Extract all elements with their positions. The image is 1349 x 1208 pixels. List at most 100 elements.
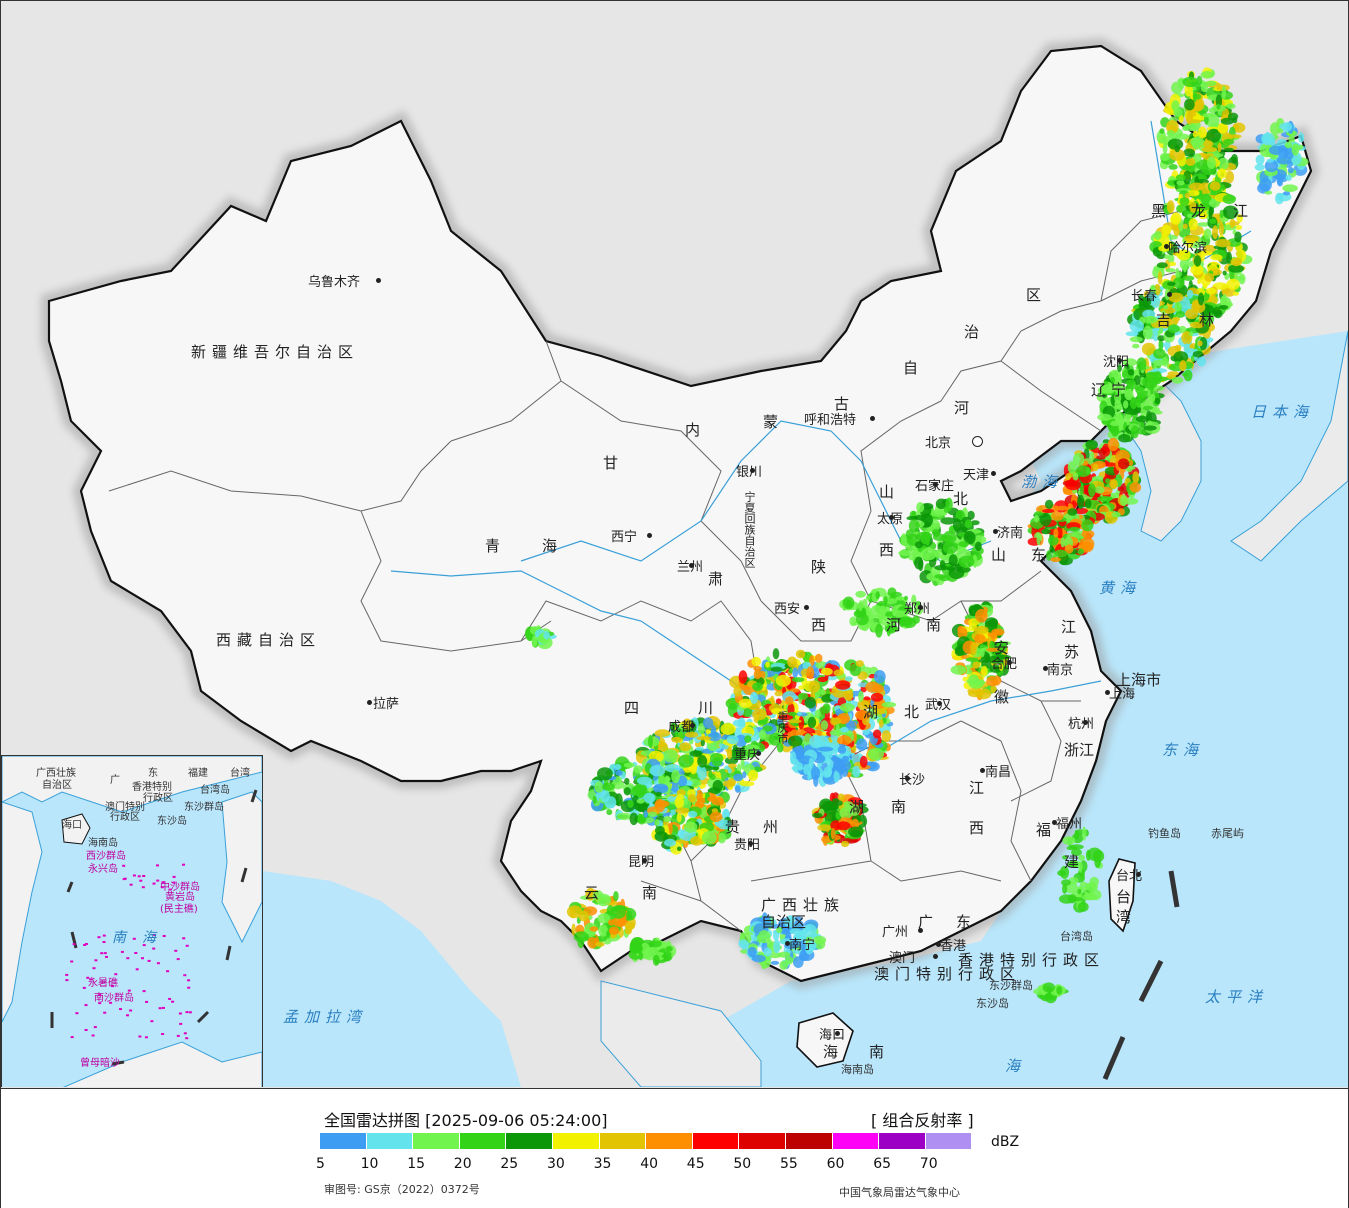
echo-cell [1285,174,1292,181]
echo-cell [578,910,590,922]
echo-cell [751,656,761,667]
echo-cell [975,541,982,552]
region-label: 云 [584,884,600,902]
echo-cell [806,666,815,680]
echo-cell [975,609,988,623]
echo-cell [942,530,957,545]
city-label: 郑州 [904,602,931,617]
echo-cell [1276,128,1284,134]
echo-cell [1105,511,1114,518]
inset-reef [171,1000,175,1003]
inset-label: 行政区 [143,793,173,804]
echo-cell [774,691,783,697]
region-label: 江 [1061,618,1077,636]
echo-cell [1182,125,1189,131]
region-label: 台 [1116,888,1132,906]
province-border [520,600,752,642]
echo-cell [663,749,678,763]
echo-cell [930,509,945,517]
echo-cell [738,670,748,684]
echo-cell [1174,344,1182,351]
echo-cell [855,590,866,598]
echo-cell [1151,393,1156,402]
region-label: 北 [904,703,920,721]
province-border [1100,210,1182,302]
echo-cell [1210,261,1218,266]
echo-cell [831,717,842,725]
echo-cell [1178,114,1184,124]
echo-cell [1205,80,1217,86]
scale-swatch [320,1133,366,1149]
echo-cell [1205,287,1217,295]
inset-label: 台湾 [230,768,250,779]
inset-label: 东沙岛 [157,816,187,827]
radar-echoes [525,67,1309,1004]
city-label: 太原 [877,512,904,527]
inset-reef [65,979,69,982]
inset-reef [126,1014,129,1017]
echo-cell [1218,222,1225,236]
echo-cell [1255,154,1265,165]
inset-label: 自治区 [42,780,72,791]
echo-cell [1184,234,1200,243]
echo-cell [1088,483,1096,497]
echo-cell [1171,376,1184,384]
echo-cell [1254,163,1265,171]
echo-cell [1208,198,1220,208]
city-dot [870,416,875,421]
scale-tick: 45 [686,1156,705,1172]
city-label: 长沙 [899,773,926,788]
region-label: 黑 [1151,202,1167,220]
echo-cell [1172,277,1185,289]
city-label: 杭州 [1068,717,1095,732]
echo-cell [1186,189,1200,197]
echo-cell [1107,437,1119,451]
echo-cell [684,821,698,833]
echo-cell [1202,112,1217,118]
echo-cell [898,550,914,556]
echo-cell [654,800,670,808]
scale-swatch [832,1133,879,1149]
echo-cell [797,711,802,716]
echo-cell [1054,549,1068,558]
echo-cell [1230,257,1243,267]
echo-cell [627,799,634,808]
echo-cell [974,625,989,635]
echo-cell [1287,167,1294,174]
region-label: 西 [879,541,895,559]
scale-tick: 55 [780,1156,798,1172]
echo-cell [592,795,597,804]
scale-tick: 10 [360,1156,379,1172]
inset-reef [141,957,144,960]
city-dot [918,928,923,933]
echo-cell [1167,324,1180,334]
scale-swatch [785,1133,832,1149]
echo-cell [820,720,829,731]
echo-cell [972,535,987,545]
echo-cell [837,745,847,754]
echo-cell [1162,142,1168,154]
city-label: 成都 [668,720,695,735]
echo-cell [1189,201,1197,213]
echo-cell [629,943,643,954]
city-label: 上海 [1109,687,1136,702]
echo-cell [1135,367,1140,377]
scale-swatch [879,1133,925,1149]
city-label: 石家庄 [915,479,955,494]
echo-cell [1193,153,1202,163]
echo-cell [965,657,978,662]
province-border [1010,700,1062,802]
echo-cell [1197,251,1213,256]
region-label: 东 [1031,546,1047,564]
scale-tick: 60 [826,1156,845,1172]
echo-cell [1201,146,1218,153]
region-label: 区 [1026,286,1042,304]
echo-cell [1178,325,1187,334]
inset-label: 曾母暗沙 [80,1058,120,1069]
echo-cell [728,763,737,769]
city-label: 海口 [819,1028,846,1043]
region-label: 东 [956,913,972,931]
echo-cell [1081,529,1095,539]
echo-cell [1171,81,1183,95]
echo-cell [765,661,770,668]
